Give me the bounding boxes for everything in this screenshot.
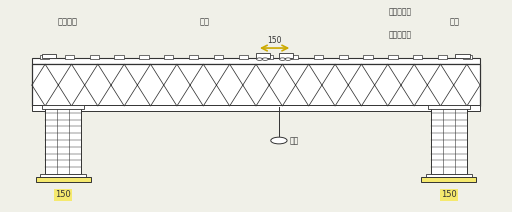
Bar: [90, 55, 99, 59]
Text: 吸钩: 吸钩: [290, 136, 300, 145]
Text: 150: 150: [55, 190, 71, 199]
Text: 掘桥滑车: 掘桥滑车: [57, 18, 78, 27]
Bar: [214, 55, 223, 59]
Text: 150: 150: [267, 36, 282, 45]
Bar: [45, 106, 81, 174]
Circle shape: [257, 58, 263, 60]
Bar: [314, 55, 323, 59]
Bar: [139, 55, 148, 59]
Bar: [42, 105, 84, 109]
Bar: [65, 55, 74, 59]
Bar: [413, 55, 422, 59]
Bar: [39, 174, 87, 178]
Bar: [455, 54, 470, 58]
Text: 天车: 天车: [450, 18, 459, 27]
Bar: [338, 55, 348, 59]
Circle shape: [262, 58, 268, 60]
Bar: [239, 55, 248, 59]
Bar: [388, 55, 397, 59]
Bar: [438, 55, 447, 59]
Bar: [264, 55, 273, 59]
Bar: [189, 55, 198, 59]
Text: 在引夹框机: 在引夹框机: [389, 30, 412, 39]
Circle shape: [271, 137, 287, 144]
Bar: [463, 55, 472, 59]
Bar: [32, 58, 480, 64]
Bar: [256, 53, 270, 58]
Bar: [164, 55, 174, 59]
Bar: [35, 177, 91, 182]
Bar: [32, 64, 480, 106]
Text: 天车: 天车: [200, 18, 210, 27]
Bar: [425, 174, 473, 178]
Bar: [42, 54, 56, 58]
Bar: [32, 105, 480, 111]
Text: 反力夹框机: 反力夹框机: [389, 7, 412, 16]
Bar: [289, 55, 298, 59]
Circle shape: [285, 58, 291, 60]
Bar: [115, 55, 124, 59]
Bar: [428, 105, 470, 109]
Bar: [40, 55, 49, 59]
Bar: [421, 177, 477, 182]
Circle shape: [280, 58, 286, 60]
Bar: [279, 53, 293, 58]
Bar: [364, 55, 373, 59]
Bar: [431, 106, 467, 174]
Text: 150: 150: [441, 190, 457, 199]
